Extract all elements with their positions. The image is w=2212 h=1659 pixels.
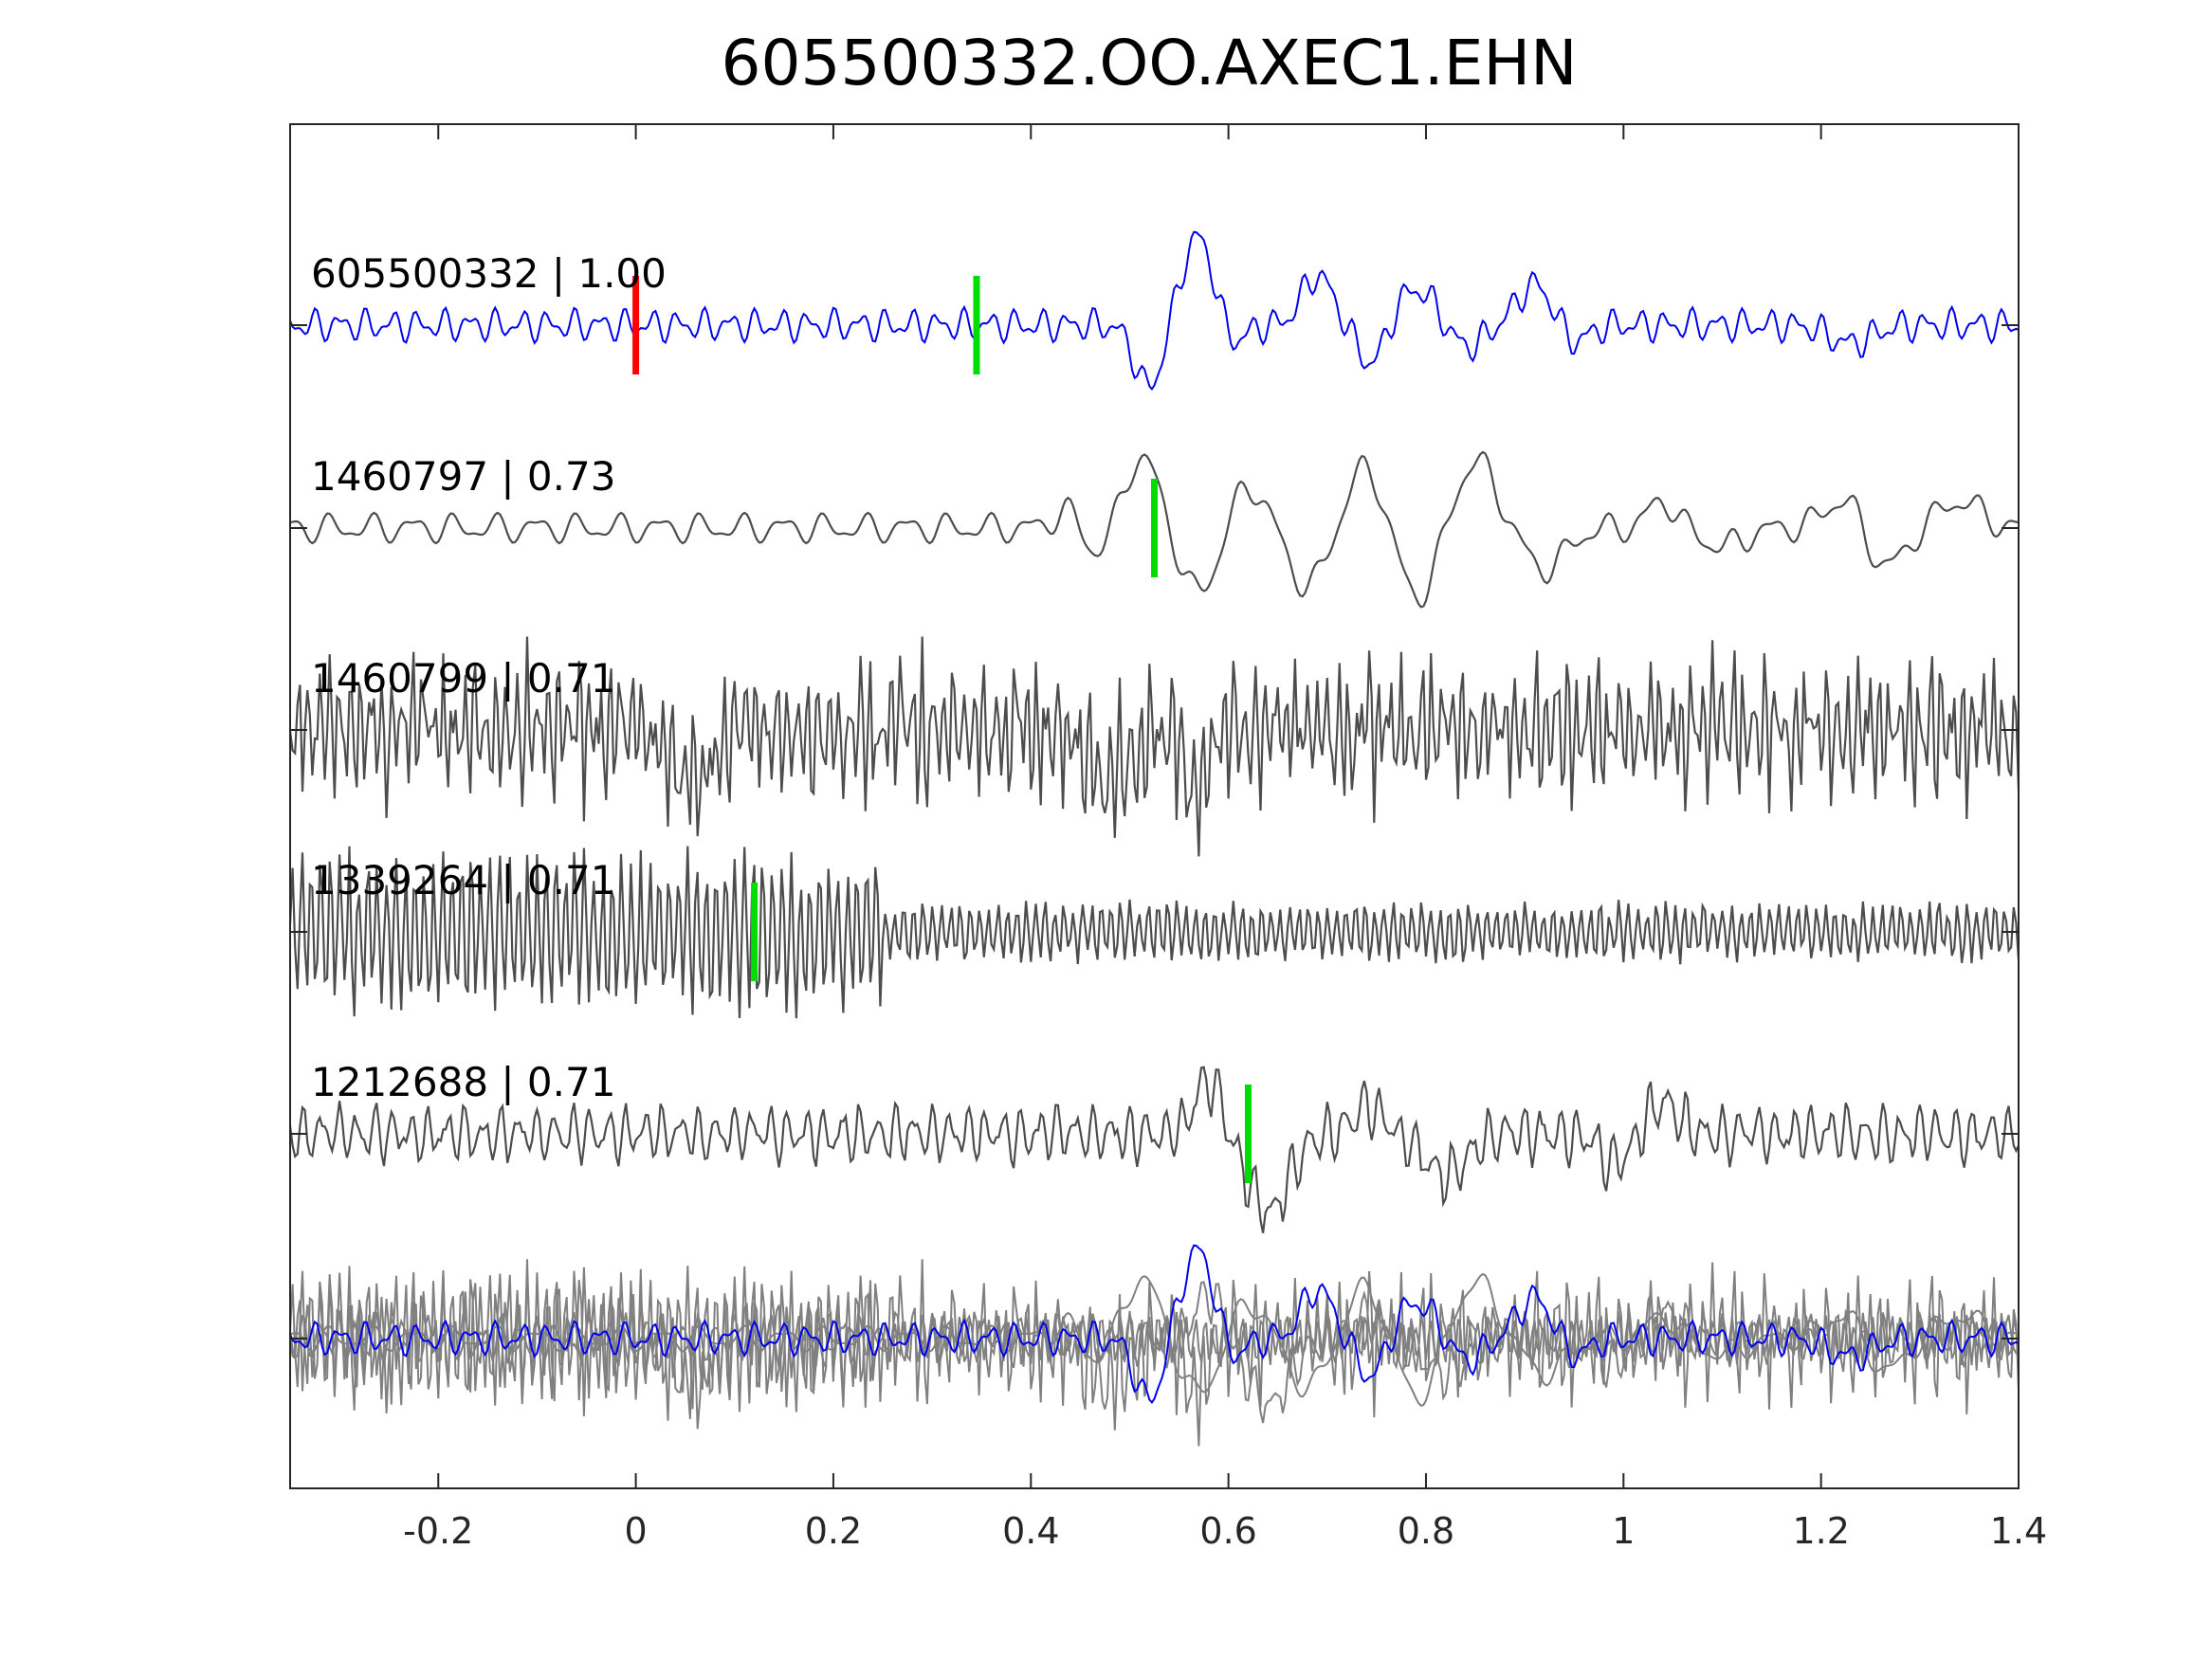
x-tick-label-1.2: 1.2 <box>1792 1510 1849 1552</box>
trace-1460799 <box>288 636 2020 857</box>
x-tick-label-0.8: 0.8 <box>1398 1510 1454 1552</box>
overlay-trace-1212688 <box>289 1281 2020 1424</box>
trace-label-1339264: 1339264 | 0.71 <box>311 857 615 903</box>
trace-label-1460799: 1460799 | 0.71 <box>311 655 615 702</box>
trace-605500332 <box>289 230 2020 392</box>
trace-1212688 <box>288 1066 2020 1233</box>
trace-label-605500332: 605500332 | 1.00 <box>311 250 667 297</box>
overlay-trace-605500332 <box>289 1244 2020 1405</box>
trace-labels-layer: 605500332 | 1.00 1460797 | 0.73 1460799 | … <box>311 250 667 1105</box>
overlay-trace-1339264 <box>289 1266 2020 1413</box>
trace-1460797 <box>289 450 2020 609</box>
chart-title: 605500332.OO.AXEC1.EHN <box>721 27 1578 100</box>
x-tick-label-0.6: 0.6 <box>1199 1510 1256 1552</box>
traces-layer <box>288 230 2020 1447</box>
trace-label-1460797: 1460797 | 0.73 <box>311 453 615 500</box>
trace-label-1212688: 1212688 | 0.71 <box>311 1059 615 1105</box>
overlay-trace-1460799 <box>289 1259 2020 1447</box>
trace-1339264 <box>288 846 2020 1019</box>
x-tick-label-0.4: 0.4 <box>1002 1510 1059 1552</box>
x-tick-label-1.4: 1.4 <box>1990 1510 2047 1552</box>
x-tick-label-1: 1 <box>1612 1510 1635 1552</box>
x-tick-label--0.2: -0.2 <box>403 1510 473 1552</box>
picks-layer <box>632 276 1252 1183</box>
x-tick-label-0.2: 0.2 <box>805 1510 862 1552</box>
x-axis-ticks: -0.2 0 0.2 0.4 0.6 0.8 1 1.2 1.4 <box>403 124 2047 1552</box>
axes-box <box>289 123 2020 1489</box>
x-tick-label-0: 0 <box>625 1510 648 1552</box>
